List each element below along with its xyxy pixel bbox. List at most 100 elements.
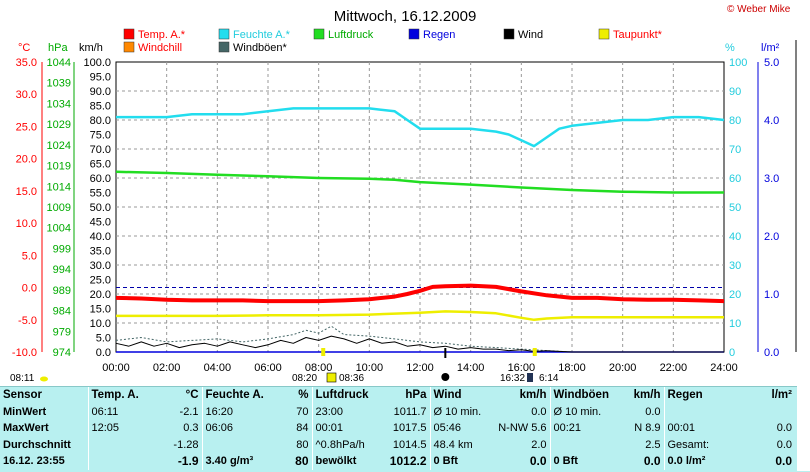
table-cell: 0.0: [775, 454, 792, 468]
tick-rain: 3.0: [764, 173, 779, 185]
day-start-label: 08:20: [292, 373, 317, 384]
tick-hpa: 1044: [47, 57, 71, 69]
tick-kmh: 35.0: [90, 246, 111, 258]
copyright: © Weber Mike: [727, 4, 791, 15]
table-cell: -1.28: [173, 438, 199, 451]
header-sensor: Sensor: [3, 389, 42, 401]
legend-label: Feuchte A.*: [233, 29, 291, 41]
table-cell: [749, 404, 795, 421]
tick-hpa: 1034: [47, 98, 71, 110]
table-cell: [87, 436, 152, 453]
tick-time: 10:00: [356, 362, 384, 374]
legend-swatch: [218, 28, 230, 40]
tick-kmh: 40.0: [90, 231, 111, 243]
axis-unit-kmh: km/h: [79, 42, 103, 54]
table-cell: -2.1: [179, 405, 199, 418]
axis-unit-hpa: hPa: [48, 42, 68, 54]
header-humidity: Feuchte A.: [201, 387, 272, 404]
grid: [115, 61, 725, 353]
tick-time: 08:00: [305, 362, 333, 374]
tick-hpa: 999: [53, 243, 71, 255]
table-cell: 00:01: [311, 420, 382, 437]
table-cell: [663, 403, 749, 420]
table-cell: 84: [296, 422, 309, 434]
tick-celsius: 10.0: [16, 218, 37, 230]
moon-label: 6:14: [539, 373, 559, 384]
series-feuchte-a: [116, 107, 725, 148]
tick-rain: 2.0: [764, 231, 779, 243]
table-cell: 70: [296, 405, 309, 418]
tick-percent: 40: [729, 231, 741, 243]
tick-kmh: 0.0: [96, 347, 111, 359]
table-cell: 2.0: [531, 438, 547, 451]
tick-kmh: 95.0: [90, 72, 111, 84]
table-cell: ^0.8hPa/h: [311, 436, 382, 453]
tick-celsius: 20.0: [16, 154, 37, 166]
header-gust: Windböen: [549, 387, 622, 404]
legend-swatch: [123, 41, 135, 53]
tick-time: 12:00: [406, 362, 434, 374]
table-cell: 0.0: [529, 454, 547, 468]
tick-percent: 20: [729, 289, 741, 301]
stats-table: Sensor Temp. A. °C Feuchte A. % Luftdruc…: [0, 386, 810, 472]
table-cell: 48.4 km: [429, 436, 492, 453]
table-cell: 23:00: [311, 403, 382, 420]
tick-percent: 80: [729, 115, 741, 127]
tick-percent: 10: [729, 318, 741, 330]
axis-unit-percent: %: [725, 42, 735, 54]
header-wind: Wind: [429, 387, 492, 404]
tick-hpa: 1014: [47, 181, 71, 193]
tick-celsius: -5.0: [18, 315, 37, 327]
tick-rain: 1.0: [764, 289, 779, 301]
tick-hpa: 1039: [47, 78, 71, 90]
legend-swatch: [503, 28, 515, 40]
day-icon: [326, 372, 337, 383]
legend-label: Luftdruck: [328, 29, 374, 41]
table-cell: N-NW 5.6: [498, 422, 547, 434]
table-cell: 80: [295, 454, 309, 468]
legend-label: Regen: [423, 29, 455, 41]
table-row-current: 16.12. 23:55 -1.9 3.40 g/m³ 80 bewölkt 1…: [0, 453, 795, 470]
tick-kmh: 85.0: [90, 101, 111, 113]
table-cell: 0.3: [183, 422, 199, 434]
table-cell: 0 Bft: [429, 453, 492, 470]
axes: °C hPa km/h% l/m² 35.0 30.0 25.0 20.0 15.0 10.0 5.…: [12, 40, 797, 374]
tick-hpa: 1004: [47, 223, 71, 235]
tick-kmh: 50.0: [90, 202, 111, 214]
table-cell: [201, 436, 272, 453]
tick-kmh: 55.0: [90, 188, 111, 200]
tick-percent: 100: [729, 57, 747, 69]
tick-percent: 90: [729, 86, 741, 98]
tick-percent: 30: [729, 260, 741, 272]
legend-label: Wind: [518, 29, 543, 41]
row-label: MaxWert: [3, 422, 49, 434]
table-cell: 06:11: [87, 403, 152, 420]
night-icon: [527, 373, 533, 382]
tick-time: 16:00: [508, 362, 536, 374]
moon-marker: [444, 348, 447, 358]
tick-hpa: 994: [53, 264, 71, 276]
series-luftdruck: [115, 170, 724, 194]
tick-hpa: 1029: [47, 119, 71, 131]
header-rain-unit: l/m²: [771, 389, 792, 401]
table-cell: 0 Bft: [549, 453, 622, 470]
tick-time: 14:00: [457, 362, 485, 374]
table-cell: 0.0 l/m²: [663, 453, 749, 470]
table-cell: 1017.5: [392, 422, 427, 434]
tick-hpa: 979: [53, 326, 71, 338]
sun-markers: 08:11 08:20 08:36 16:32 6:14: [10, 348, 559, 384]
weather-chart: Mittwoch, 16.12.2009 © Weber Mike Temp. …: [10, 4, 797, 384]
tick-time: 18:00: [558, 362, 586, 374]
tick-time: 20:00: [609, 362, 637, 374]
header-rain: Regen: [663, 387, 749, 404]
tick-hpa: 1019: [47, 161, 71, 173]
tick-percent: 60: [729, 173, 741, 185]
table-cell: Gesamt:: [663, 436, 749, 453]
tick-time: 24:00: [710, 362, 738, 374]
series-taupunkt: [116, 310, 724, 322]
legend-swatch: [218, 41, 230, 53]
sunrise-label: 08:11: [10, 373, 35, 384]
table-cell: 1012.2: [389, 454, 427, 468]
chart-title: Mittwoch, 16.12.2009: [334, 8, 477, 25]
table-cell: [549, 436, 622, 453]
